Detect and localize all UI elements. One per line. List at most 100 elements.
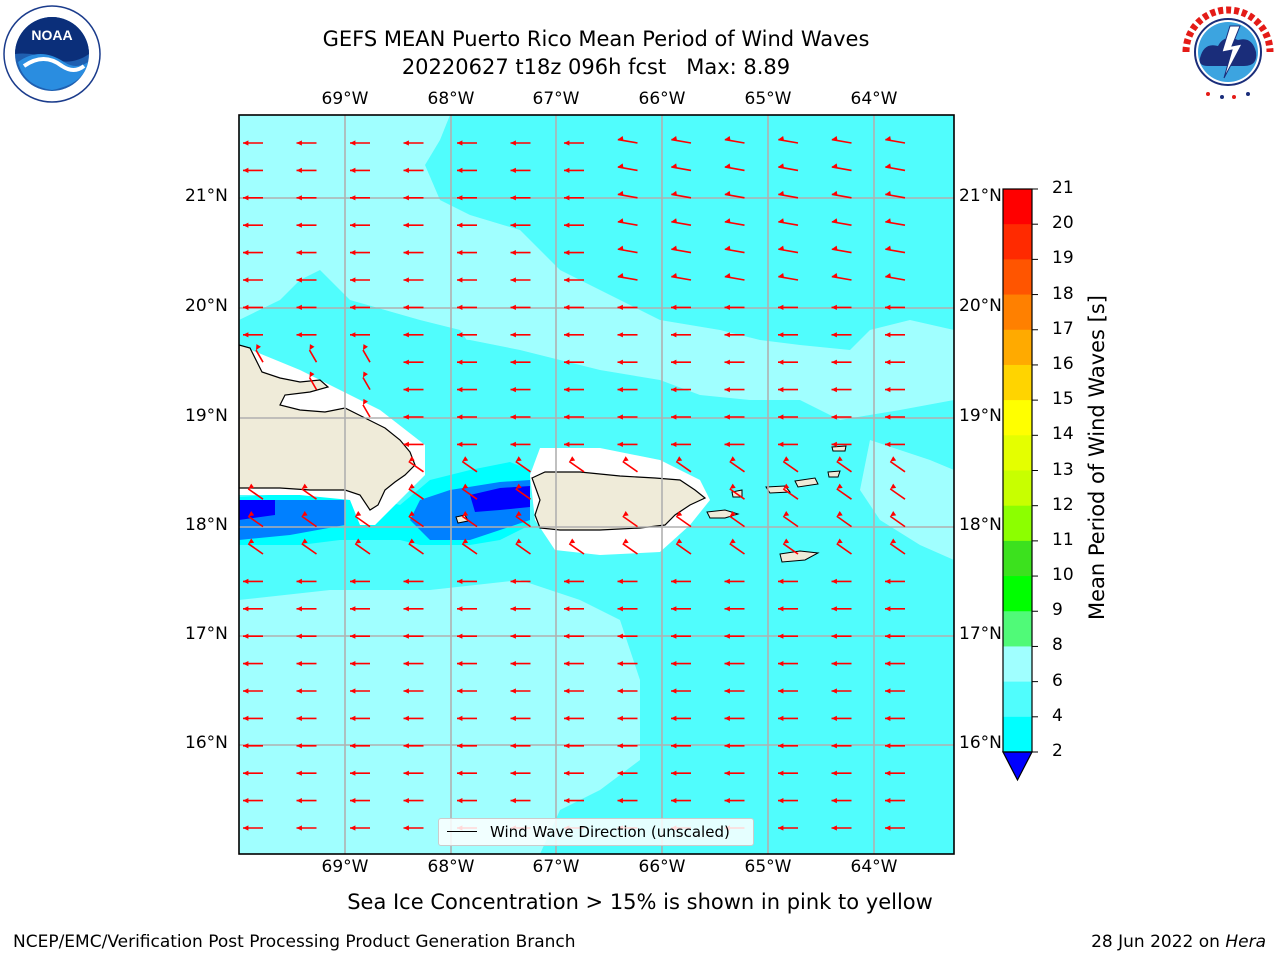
- wave-arrow-shaft: [729, 460, 745, 473]
- national-weather-service-logo: [1181, 5, 1275, 99]
- wave-arrow-head: [564, 743, 570, 749]
- wave-arrow-head: [350, 797, 356, 804]
- wave-arrow-shaft: [675, 460, 692, 473]
- wave-arrow-head: [778, 797, 784, 804]
- wave-arrow-head: [778, 578, 784, 585]
- wave-arrow-shaft: [782, 460, 799, 473]
- wave-arrow-head: [622, 511, 629, 517]
- wave-arrow-head: [724, 273, 731, 279]
- wave-arrow-shaft: [301, 515, 317, 528]
- wave-arrow-head: [885, 743, 891, 749]
- wave-arrow-head: [831, 825, 837, 831]
- wave-arrow-head: [831, 163, 838, 169]
- wave-arrow-shaft: [247, 543, 264, 555]
- wave-arrow-head: [729, 511, 736, 517]
- wave-arrow-head: [885, 245, 892, 251]
- wave-arrow-head: [457, 386, 463, 393]
- wave-arrow-head: [885, 304, 891, 311]
- wave-arrow-head: [617, 633, 623, 639]
- wave-arrow-head: [778, 359, 784, 365]
- wave-arrow-head: [724, 743, 730, 749]
- wave-arrow-head: [457, 249, 463, 256]
- footer-date: 28 Jun 2022 on Hera: [1091, 932, 1266, 952]
- wave-arrow-head: [243, 578, 249, 585]
- wave-arrow-head: [296, 332, 302, 338]
- wave-arrow-head: [617, 163, 624, 169]
- colorbar-segment: [1003, 540, 1032, 577]
- wave-arrow-head: [783, 538, 790, 544]
- map-subtitle: 20220627 t18z 096h fcst Max: 8.89: [401, 55, 791, 79]
- wave-arrow-head: [457, 743, 463, 749]
- wave-arrow-shaft: [782, 543, 799, 555]
- lon-label-bottom-68w: 68°W: [427, 857, 475, 877]
- wave-arrow-head: [462, 511, 469, 517]
- wave-arrow-head: [457, 167, 463, 174]
- wave-arrow-shaft: [889, 460, 906, 473]
- wave-arrow-head: [510, 167, 516, 174]
- wave-arrow-head: [243, 167, 249, 174]
- wave-arrow-shaft: [362, 349, 371, 363]
- wave-arrow-head: [778, 218, 785, 224]
- wave-arrow-shaft: [301, 543, 317, 555]
- lon-label-top-64w: 64°W: [850, 89, 898, 109]
- wave-arrow-head: [617, 770, 623, 776]
- wave-arrow-head: [617, 304, 623, 311]
- wave-arrow-head: [350, 167, 356, 174]
- wave-arrow-head: [831, 218, 838, 224]
- lon-label-bottom-66w: 66°W: [638, 857, 686, 877]
- wave-arrow-shaft: [675, 543, 692, 555]
- wave-arrow-head: [457, 414, 463, 420]
- wave-arrow-head: [671, 660, 677, 667]
- wave-arrow-head: [831, 359, 837, 365]
- wave-arrow-head: [457, 606, 463, 612]
- wave-arrow-head: [831, 245, 838, 251]
- wave-arrow-head: [724, 770, 730, 776]
- wave-arrow-head: [403, 414, 409, 420]
- wave-arrow-head: [564, 688, 570, 694]
- wave-arrow-head: [296, 606, 302, 612]
- wave-arrow-head: [831, 273, 838, 279]
- wave-arrow-head: [617, 359, 623, 365]
- lat-label-right-16n: 16°N: [959, 733, 1002, 753]
- wave-arrow-shaft: [515, 460, 531, 473]
- wave-arrow-head: [403, 386, 409, 393]
- wave-arrow-head: [724, 304, 730, 311]
- lat-label-right-20n: 20°N: [959, 296, 1002, 316]
- wave-arrow-head: [729, 538, 736, 544]
- colorbar-segment: [1003, 435, 1032, 471]
- wave-arrow-head: [885, 386, 891, 393]
- wave-arrow-head: [363, 398, 368, 405]
- wave-arrow-head: [617, 606, 623, 612]
- wave-arrow-shaft: [782, 515, 799, 528]
- wave-arrow-shaft: [461, 488, 478, 500]
- wave-arrow-head: [671, 245, 678, 251]
- wave-arrow-head: [296, 797, 302, 804]
- wave-arrow-shaft: [362, 404, 371, 418]
- wave-arrow-head: [515, 511, 522, 517]
- wave-arrow-shaft: [568, 543, 585, 555]
- wave-arrow-head: [778, 136, 785, 142]
- wave-arrow-head: [457, 797, 463, 804]
- wave-arrow-head: [831, 797, 837, 804]
- wave-arrow-head: [836, 538, 843, 544]
- colorbar-tick-label: 20: [1052, 213, 1074, 234]
- wave-arrow-head: [831, 304, 837, 311]
- wave-arrow-head: [617, 797, 623, 804]
- wave-arrow-head: [457, 140, 463, 146]
- lat-label-left-18n: 18°N: [185, 515, 228, 535]
- colorbar-tick-label: 21: [1052, 178, 1074, 198]
- period-below-2-region-center: [470, 486, 530, 512]
- wave-arrow-head: [564, 797, 570, 804]
- wave-arrow-head: [564, 249, 570, 256]
- wave-arrow-shaft: [568, 460, 585, 473]
- footer-host: Hera: [1225, 932, 1266, 952]
- wave-arrow-head: [778, 332, 784, 338]
- wave-arrow-head: [778, 633, 784, 639]
- colorbar-extend-triangle: [1002, 751, 1033, 782]
- wave-arrow-shaft: [362, 377, 371, 391]
- colorbar-tick-label: 13: [1052, 459, 1074, 480]
- wave-arrow-head: [885, 715, 891, 722]
- wave-arrow-head: [671, 218, 678, 224]
- wave-arrow-head: [564, 770, 570, 776]
